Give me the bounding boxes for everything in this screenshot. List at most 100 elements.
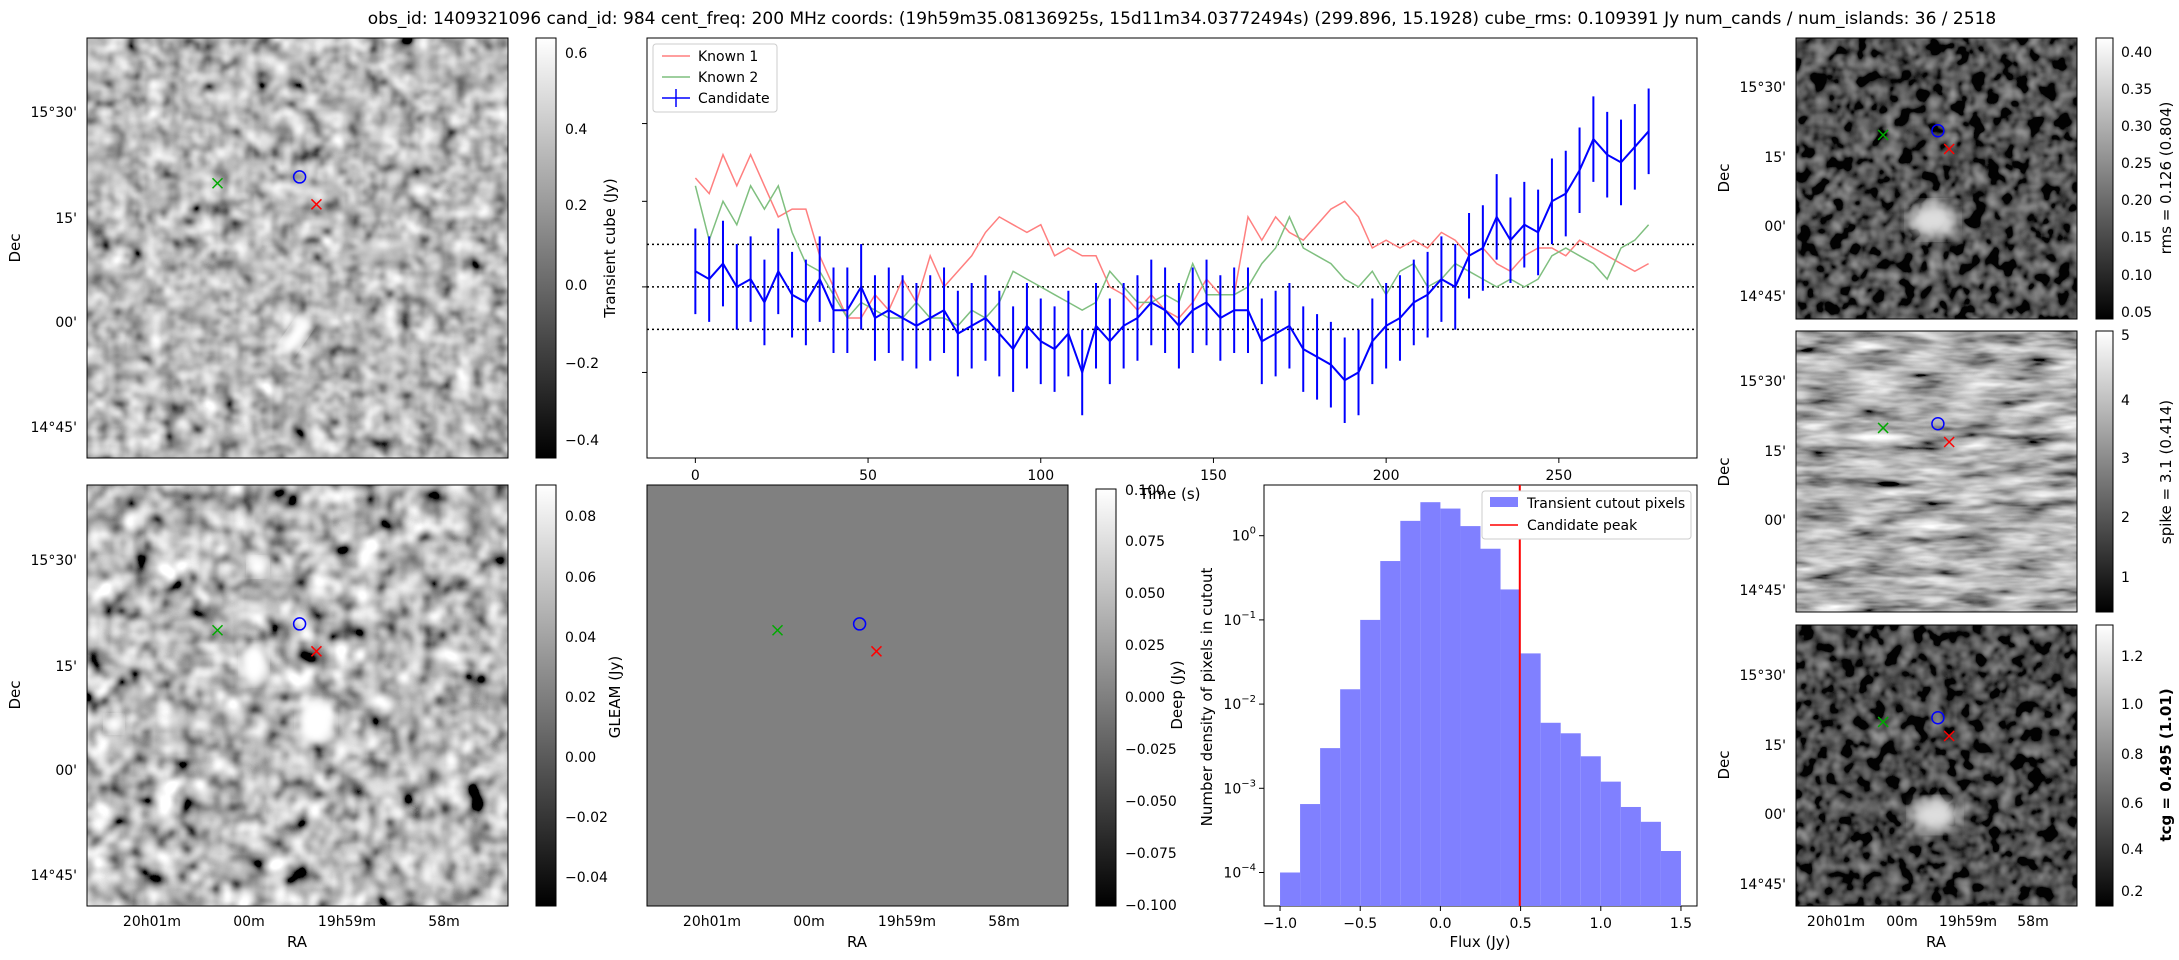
- lightcurve-axes: [646, 37, 1698, 459]
- cbar-tick: 0.35: [2121, 82, 2152, 98]
- cbar-tick: 0.20: [2121, 193, 2152, 209]
- hist-bar: [1280, 872, 1301, 906]
- gleam-image: [646, 484, 1069, 907]
- cbar-tick: 0.000: [1125, 690, 1165, 706]
- spike-colorbar: 5 4 3 2 1 spike = 3.1 (0.414): [2095, 328, 2175, 613]
- deep-dec-label: Dec: [6, 680, 24, 709]
- dec-tick: 00': [55, 315, 77, 331]
- spike-cbar-label: spike = 3.1 (0.414): [2157, 400, 2175, 544]
- cbar-tick: −0.4: [565, 433, 599, 449]
- cbar-tick: −0.025: [1125, 742, 1177, 758]
- cbar-tick: −0.050: [1125, 794, 1177, 810]
- x-tick-label: 100: [1027, 468, 1054, 484]
- cbar-tick: 0.30: [2121, 119, 2152, 135]
- hist-bar: [1640, 821, 1661, 906]
- transient-dec-label: Dec: [6, 233, 24, 262]
- lightcurve-xlabel: Time (s): [1139, 485, 1201, 503]
- dec-tick: 00': [55, 763, 77, 779]
- cbar-tick: −0.075: [1125, 846, 1177, 862]
- green-marker: [1877, 422, 1889, 434]
- legend-transient-pixels: Transient cutout pixels: [1526, 496, 1685, 512]
- histogram-legend: Transient cutout pixels Candidate peak: [1481, 490, 1692, 540]
- rms-panel: [1795, 37, 2078, 320]
- y-tick-label: 10−3: [1223, 778, 1256, 797]
- marker-stroke: [211, 177, 224, 189]
- marker-stroke: [1943, 436, 1955, 448]
- tcg-image: [1796, 625, 2077, 906]
- ra-tick: 00m: [793, 914, 824, 930]
- ra-tick: 19h59m: [878, 914, 936, 930]
- deep-colorbar: 0.08 0.06 0.04 0.02 0.00 −0.02 −0.04: [535, 484, 608, 907]
- deep-cbar-label: Deep (Jy): [1168, 660, 1186, 729]
- lightcurve-legend: Known 1 Known 2 Candidate: [652, 43, 778, 113]
- cbar-tick: 0.08: [565, 509, 596, 525]
- hist-bar: [1580, 756, 1601, 906]
- rms-dec-label: Dec: [1715, 163, 1733, 192]
- ra-tick: 20h01m: [683, 914, 741, 930]
- cbar-tick: 1.2: [2121, 649, 2143, 665]
- transient-panel: [86, 37, 509, 459]
- hist-bar: [1520, 653, 1541, 906]
- source-markers: [211, 123, 1955, 742]
- transient-image: [87, 38, 508, 458]
- cbar-tick: 0.10: [2121, 268, 2152, 284]
- hist-bar: [1400, 520, 1421, 906]
- cbar-tick: 0.05: [2121, 305, 2152, 321]
- ra-tick: 58m: [428, 914, 459, 930]
- hist-bar: [1340, 689, 1361, 906]
- gleam-colorbar: 0.100 0.075 0.050 0.025 0.000 −0.025 −0.…: [1095, 483, 1186, 914]
- hist-bar: [1540, 722, 1561, 906]
- cbar-tick: 1: [2121, 570, 2130, 586]
- hist-bar: [1600, 781, 1621, 906]
- dec-tick: 15°30': [1740, 374, 1786, 390]
- hist-bar: [1620, 806, 1641, 906]
- cbar-tick: 0.050: [1125, 586, 1165, 602]
- y-tick-label: 10−2: [1223, 694, 1256, 713]
- y-tick-label: 10−1: [1223, 610, 1256, 629]
- transient-colorbar: 0.6 0.4 0.2 0.0 −0.2 −0.4 Transient cube…: [535, 37, 619, 459]
- cbar-tick: 0.25: [2121, 156, 2152, 172]
- ra-tick: 58m: [988, 914, 1019, 930]
- legend-known1: Known 1: [698, 49, 758, 65]
- cbar-tick: 0.15: [2121, 230, 2152, 246]
- histogram-xlabel: Flux (Jy): [1450, 933, 1511, 951]
- candidate-contour: [1931, 710, 1945, 725]
- deep-ra-ticks: 20h01m 00m 19h59m 58m: [123, 914, 460, 930]
- cbar-tick: 4: [2121, 393, 2130, 409]
- cbar-tick: 0.6: [565, 46, 587, 62]
- x-tick-label: −1.0: [1263, 916, 1297, 932]
- dec-tick: 15°30': [31, 553, 77, 569]
- hist-bar: [1320, 748, 1341, 906]
- x-tick-label: 1.5: [1670, 916, 1692, 932]
- gleam-ra-ticks: 20h01m 00m 19h59m 58m: [683, 914, 1020, 930]
- candidate-contour: [1931, 123, 1945, 138]
- dec-tick: 15': [55, 211, 77, 227]
- hist-bar: [1660, 850, 1681, 906]
- hist-bar: [1300, 804, 1321, 906]
- rms-image: [1796, 38, 2077, 319]
- hist-bar: [1560, 733, 1581, 906]
- y-tick-exponent: −3: [1241, 778, 1256, 789]
- marker-stroke: [1943, 143, 1955, 155]
- cbar-tick: 0.0: [565, 278, 587, 294]
- cbar-tick: −0.2: [565, 356, 599, 372]
- dec-tick: 14°45': [1740, 289, 1786, 305]
- series-line-known-2: [694, 183, 1650, 327]
- cbar-tick: 1.0: [2121, 697, 2143, 713]
- red-marker: [1943, 143, 1955, 155]
- dec-tick: 15°30': [31, 105, 77, 121]
- spike-dec-ticks: 15°30' 15' 00' 14°45': [1740, 374, 1786, 599]
- candidate-contour: [292, 170, 307, 184]
- cbar-tick: 5: [2121, 328, 2130, 344]
- rms-cbar-label: rms = 0.126 (0.804): [2157, 102, 2175, 255]
- cbar-tick: 0.04: [565, 630, 596, 646]
- legend-candidate: Candidate: [698, 91, 770, 107]
- green-marker: [771, 624, 784, 636]
- dec-tick: 00': [1764, 807, 1786, 823]
- dec-tick: 15°30': [1740, 80, 1786, 96]
- tcg-ra-ticks: 20h01m 00m 19h59m 58m: [1807, 914, 2049, 930]
- marker-stroke: [1877, 422, 1889, 434]
- red-marker: [310, 645, 322, 657]
- x-tick-label: 1.0: [1590, 916, 1612, 932]
